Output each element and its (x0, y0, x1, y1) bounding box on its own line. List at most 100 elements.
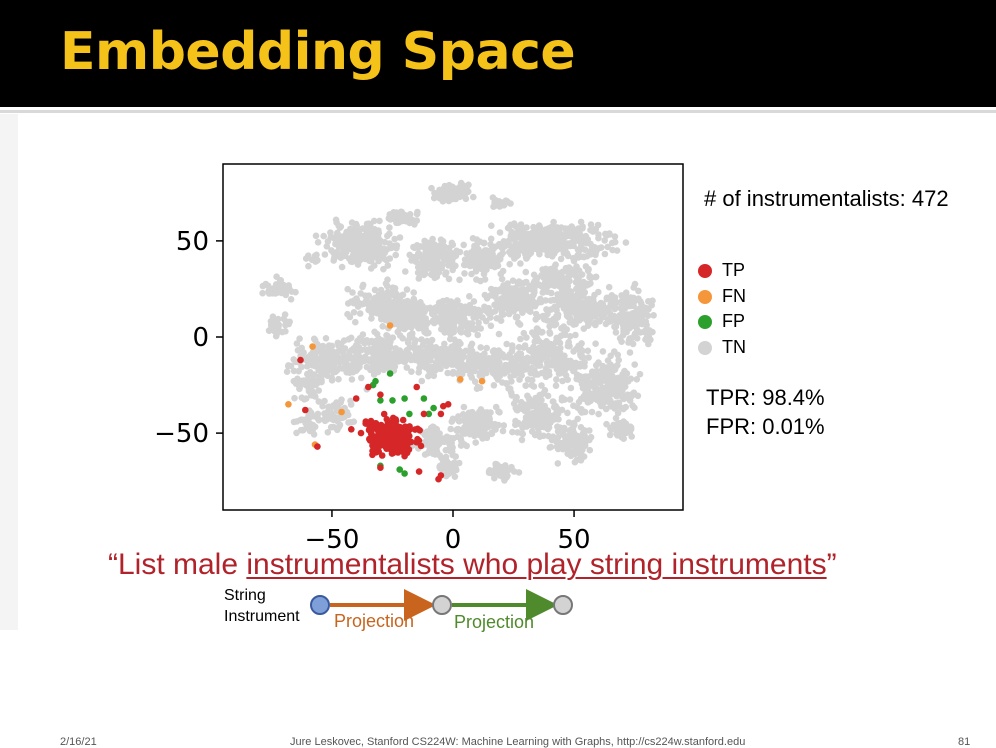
point-tn (341, 241, 349, 248)
page-number: 81 (958, 736, 971, 748)
point-tn (488, 309, 496, 316)
point-tn (350, 297, 358, 304)
point-tn (471, 326, 478, 333)
point-tn (380, 255, 388, 262)
point-tn (614, 317, 622, 325)
point-tn (524, 243, 531, 251)
point-tn (356, 310, 364, 317)
point-tn (604, 243, 611, 251)
point-tn (591, 319, 599, 327)
intermediate-node (432, 595, 452, 615)
point-tn (314, 239, 322, 246)
point-tn (580, 293, 587, 300)
point-tn (516, 231, 524, 238)
point-tn (492, 292, 499, 299)
point-tn (399, 291, 407, 299)
point-tn (629, 317, 636, 325)
point-tn (462, 307, 470, 315)
point-tn (507, 221, 514, 229)
result-node (553, 595, 573, 615)
point-tn (552, 320, 560, 328)
point-tn (601, 250, 609, 258)
point-tn (346, 313, 354, 321)
point-tn (447, 249, 455, 257)
point-tn (357, 256, 364, 264)
point-tn (312, 232, 320, 240)
point-tn (338, 263, 346, 271)
point-tn (440, 248, 447, 255)
point-tn (496, 287, 503, 295)
point-tn (605, 283, 613, 291)
point-tn (629, 340, 637, 348)
point-tn (370, 217, 378, 225)
point-tn (475, 319, 482, 327)
point-tn (402, 268, 409, 275)
point-tn (367, 265, 375, 272)
point-tn (320, 232, 328, 240)
point-tn (474, 331, 482, 339)
point-tn (592, 225, 600, 233)
point-tn (631, 280, 639, 288)
point-tn (630, 294, 637, 302)
point-tn (380, 265, 387, 273)
point-tn (372, 249, 380, 256)
point-tn (633, 326, 641, 334)
title-divider (0, 110, 996, 113)
point-tn (583, 237, 590, 244)
point-tn (567, 228, 575, 236)
point-tn (506, 297, 514, 305)
point-tn (371, 303, 379, 310)
point-tn (370, 228, 378, 236)
point-tn (347, 225, 354, 233)
point-tn (470, 298, 478, 305)
point-tn (343, 248, 350, 256)
point-tn (547, 297, 555, 304)
series-tn (259, 179, 657, 484)
point-tn (574, 313, 581, 320)
point-tn (529, 300, 536, 308)
point-tn (534, 299, 541, 307)
point-tn (431, 250, 438, 257)
point-tn (514, 252, 522, 259)
point-tn (540, 231, 548, 238)
point-tn (500, 311, 507, 318)
point-tn (543, 306, 550, 313)
point-tn (521, 298, 528, 306)
point-tn (428, 240, 435, 247)
point-tn (438, 319, 446, 327)
point-tn (439, 238, 447, 245)
point-tn (583, 298, 591, 306)
point-tn (535, 222, 543, 229)
point-tn (365, 223, 373, 231)
point-tn (557, 255, 565, 263)
point-tn (529, 229, 536, 237)
point-tn (372, 294, 379, 302)
point-tn (500, 301, 508, 309)
point-tn (377, 238, 384, 246)
point-tn (371, 286, 379, 294)
point-tn (504, 241, 512, 248)
point-tn (374, 233, 382, 240)
point-tn (623, 328, 630, 336)
point-tn (530, 223, 537, 231)
point-tn (321, 251, 329, 258)
point-tn (635, 287, 642, 295)
point-tn (493, 315, 501, 322)
point-tn (384, 232, 391, 240)
point-tn (560, 232, 567, 240)
point-tn (456, 276, 463, 284)
point-tn (382, 297, 389, 304)
point-tn (449, 241, 457, 249)
slide-title: Embedding Space (60, 22, 576, 82)
point-tn (603, 295, 611, 303)
point-tn (612, 329, 620, 336)
point-tn (414, 269, 422, 277)
point-tn (384, 282, 391, 290)
point-tn (589, 296, 597, 303)
footer-date: 2/16/21 (60, 736, 97, 748)
point-tn (636, 310, 644, 318)
point-tn (595, 245, 602, 252)
point-tn (498, 244, 506, 251)
point-tn (630, 302, 637, 310)
